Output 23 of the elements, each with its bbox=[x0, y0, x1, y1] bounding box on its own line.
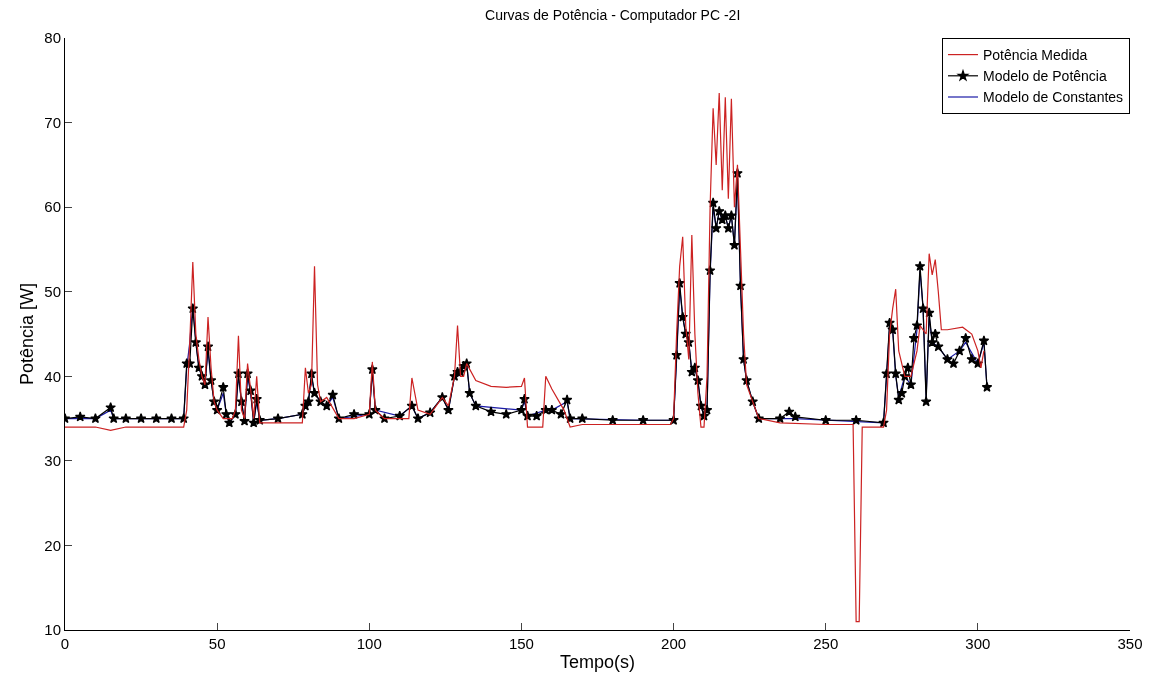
x-tick-label: 150 bbox=[508, 635, 534, 652]
x-tick-label: 300 bbox=[965, 635, 991, 652]
y-tick-label: 60 bbox=[44, 198, 61, 216]
y-axis-title: Potência [W] bbox=[16, 282, 37, 386]
x-tick-label: 250 bbox=[813, 635, 839, 652]
line-series bbox=[65, 92, 985, 623]
x-tick-label: 350 bbox=[1117, 635, 1143, 652]
y-tick-label: 80 bbox=[44, 29, 61, 47]
x-tick-label: 50 bbox=[208, 635, 226, 652]
y-tick-label: 40 bbox=[44, 367, 61, 385]
legend-label: Modelo de Constantes bbox=[983, 89, 1124, 106]
legend-label: Modelo de Potência bbox=[983, 68, 1107, 85]
x-tick-label: 100 bbox=[356, 635, 382, 652]
x-tick-label: 0 bbox=[60, 635, 70, 652]
y-tick-label: 30 bbox=[44, 452, 61, 470]
chart-title: Curvas de Potência - Computador PC -2I bbox=[485, 7, 741, 23]
legend-label: Potência Medida bbox=[983, 47, 1088, 64]
y-tick-label: 70 bbox=[44, 113, 61, 131]
x-axis-title: Tempo(s) bbox=[559, 652, 636, 673]
x-tick-label: 200 bbox=[661, 635, 687, 652]
y-tick-label: 50 bbox=[44, 282, 61, 300]
y-tick-label: 10 bbox=[44, 621, 61, 639]
y-tick-label: 20 bbox=[44, 536, 61, 554]
